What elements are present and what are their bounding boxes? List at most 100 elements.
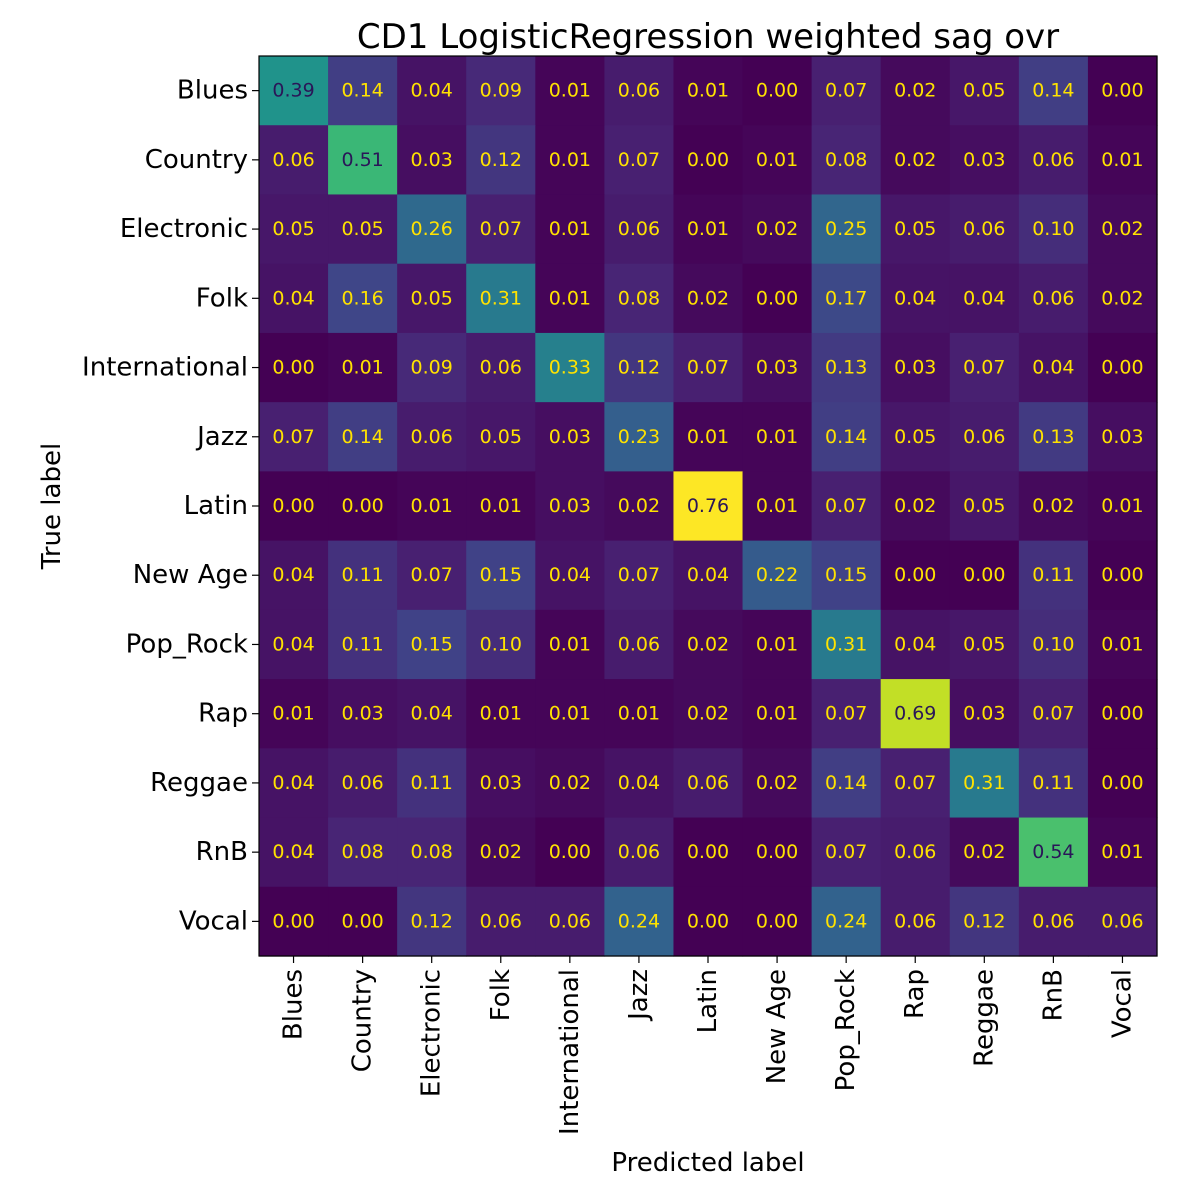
heatmap-cell [604, 817, 675, 888]
heatmap-cell [673, 471, 744, 542]
cell-value-label: 0.17 [825, 287, 867, 309]
cell-value-label: 0.11 [411, 772, 453, 794]
cell-value-label: 0.08 [618, 287, 660, 309]
cell-value-label: 0.02 [894, 80, 936, 102]
heatmap-cells: 0.39 0.14 0.04 0.09 0.01 0.06 0.01 0.00 0.07 0.02… [259, 56, 1158, 957]
cell-value-label: 0.05 [341, 218, 383, 240]
heatmap-cell [535, 56, 605, 126]
heatmap-cell [1087, 125, 1158, 196]
heatmap-cell [1087, 540, 1158, 611]
heatmap-cell [811, 402, 882, 472]
heatmap-cell [742, 125, 813, 196]
heatmap-cell [535, 125, 605, 196]
cell-value-label: 0.01 [549, 703, 591, 725]
cell-value-label: 0.01 [1101, 633, 1143, 655]
heatmap-cell [673, 332, 744, 403]
cell-value-label: 0.10 [480, 633, 522, 655]
cell-value-label: 0.04 [272, 287, 314, 309]
heatmap-cell [466, 540, 536, 611]
cell-value-label: 0.00 [687, 910, 729, 932]
heatmap-cell [880, 748, 951, 819]
cell-value-label: 0.14 [825, 426, 867, 448]
cell-value-label: 0.05 [963, 495, 1005, 517]
cell-value-label: 0.00 [341, 910, 383, 932]
cell-value-label: 0.00 [1101, 357, 1143, 379]
heatmap-cell [742, 748, 813, 819]
heatmap-cell [880, 471, 951, 542]
cell-value-label: 0.05 [411, 287, 453, 309]
cell-value-label: 0.04 [687, 564, 729, 586]
cell-value-label: 0.06 [1032, 149, 1074, 171]
cell-value-label: 0.11 [341, 633, 383, 655]
cell-value-label: 0.03 [756, 357, 798, 379]
heatmap-cell [535, 609, 605, 680]
heatmap-cell [604, 194, 675, 265]
cell-value-label: 0.14 [825, 772, 867, 794]
heatmap-cell [259, 817, 329, 888]
heatmap-cell [328, 402, 398, 472]
cell-value-label: 0.04 [411, 703, 453, 725]
heatmap-cell [1087, 609, 1158, 680]
cell-value-label: 0.00 [756, 287, 798, 309]
heatmap-cell [328, 263, 398, 334]
heatmap-cell [1087, 332, 1158, 403]
cell-value-label: 0.03 [894, 357, 936, 379]
heatmap-cell [673, 540, 744, 611]
heatmap-cell [259, 471, 329, 542]
cell-value-label: 0.03 [1101, 426, 1143, 448]
cell-value-label: 0.01 [549, 149, 591, 171]
cell-value-label: 0.07 [1032, 703, 1074, 725]
heatmap-cell [466, 125, 536, 196]
heatmap-cell [604, 56, 675, 126]
cell-value-label: 0.06 [618, 841, 660, 863]
y-tick-label: Folk [196, 283, 248, 313]
cell-value-label: 0.23 [618, 426, 660, 448]
x-axis-ticks: Blues Country Electronic Folk International J… [279, 956, 1137, 1135]
cell-value-label: 0.26 [411, 218, 453, 240]
cell-value-label: 0.02 [549, 772, 591, 794]
heatmap-cell [1087, 817, 1158, 888]
cell-value-label: 0.03 [963, 149, 1005, 171]
cell-value-label: 0.25 [825, 218, 867, 240]
heatmap-cell [1087, 679, 1158, 749]
heatmap-cell [811, 125, 882, 196]
x-tick-label: Electronic [417, 969, 447, 1097]
cell-value-label: 0.01 [549, 633, 591, 655]
y-tick-label: Electronic [120, 214, 248, 244]
heatmap-cell [742, 609, 813, 680]
cell-value-label: 0.39 [272, 80, 314, 102]
heatmap-cell [397, 56, 467, 126]
heatmap-cell [811, 540, 882, 611]
cell-value-label: 0.00 [687, 841, 729, 863]
x-tick-label: Vocal [1107, 969, 1137, 1038]
cell-value-label: 0.06 [411, 426, 453, 448]
y-tick-label: Rap [198, 699, 248, 729]
heatmap-cell [1018, 817, 1089, 888]
cell-value-label: 0.02 [1101, 287, 1143, 309]
heatmap-cell [397, 540, 467, 611]
cell-value-label: 0.00 [1101, 564, 1143, 586]
heatmap-cell [811, 332, 882, 403]
y-tick-label: Latin [184, 491, 248, 521]
y-tick-label: Pop_Rock [126, 629, 248, 659]
cell-value-label: 0.01 [480, 495, 522, 517]
x-tick-label: Pop_Rock [831, 969, 861, 1091]
cell-value-label: 0.00 [272, 495, 314, 517]
heatmap-cell [673, 56, 744, 126]
heatmap-cell [880, 402, 951, 472]
cell-value-label: 0.06 [549, 910, 591, 932]
heatmap-cell [397, 263, 467, 334]
cell-value-label: 0.06 [1032, 287, 1074, 309]
cell-value-label: 0.06 [1101, 910, 1143, 932]
heatmap-cell [880, 817, 951, 888]
x-tick-label: Rap [900, 969, 930, 1019]
cell-value-label: 0.01 [687, 218, 729, 240]
heatmap-cell [259, 609, 329, 680]
heatmap-cell [1087, 402, 1158, 472]
heatmap-cell [535, 194, 605, 265]
cell-value-label: 0.05 [272, 218, 314, 240]
heatmap-cell [673, 817, 744, 888]
heatmap-cell [328, 332, 398, 403]
heatmap-cell [466, 679, 536, 749]
